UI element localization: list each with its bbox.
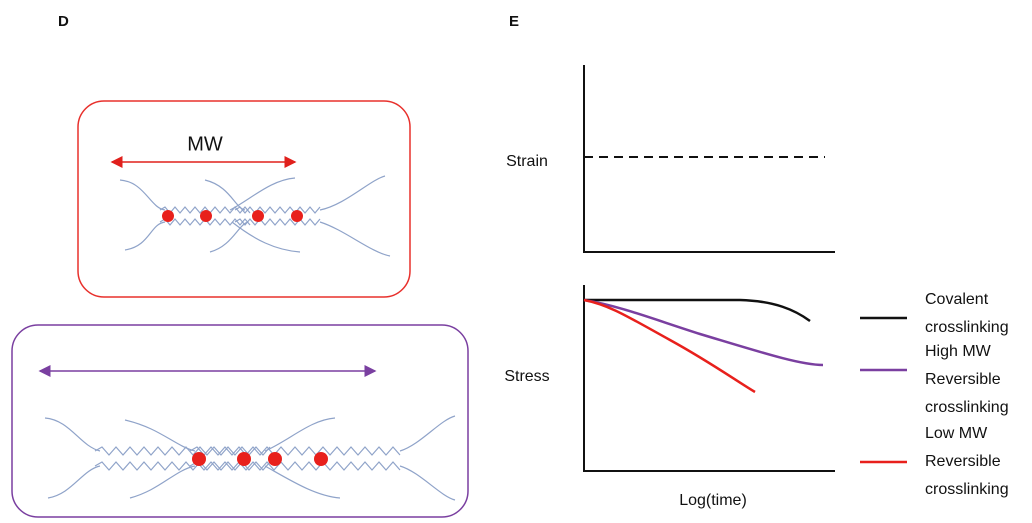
legend: Covalent crosslinking High MW Reversible cro… [925, 291, 1009, 498]
legend-text: crosslinking [925, 319, 1009, 336]
legend-text: crosslinking [925, 399, 1009, 416]
legend-text: Low MW [925, 425, 988, 442]
axes [584, 65, 835, 471]
panel-label: E [509, 13, 519, 30]
axis-label: Stress [504, 368, 549, 385]
legend-text: High MW [925, 343, 992, 360]
legend-text: Reversible [925, 453, 1001, 470]
legend-text: crosslinking [925, 481, 1009, 498]
axis-label: Strain [506, 153, 548, 170]
low-mw-box [78, 101, 410, 297]
high-mw-box [12, 325, 468, 517]
crosslinks [162, 210, 303, 222]
legend-text: Covalent [925, 291, 989, 308]
mw-label: MW [187, 133, 223, 155]
low-mw-curve [584, 300, 755, 392]
figure: D E MW Strain Stress Lo [0, 0, 1032, 523]
panel-label: D [58, 13, 69, 30]
legend-text: Reversible [925, 371, 1001, 388]
axis-label: Log(time) [679, 492, 747, 509]
